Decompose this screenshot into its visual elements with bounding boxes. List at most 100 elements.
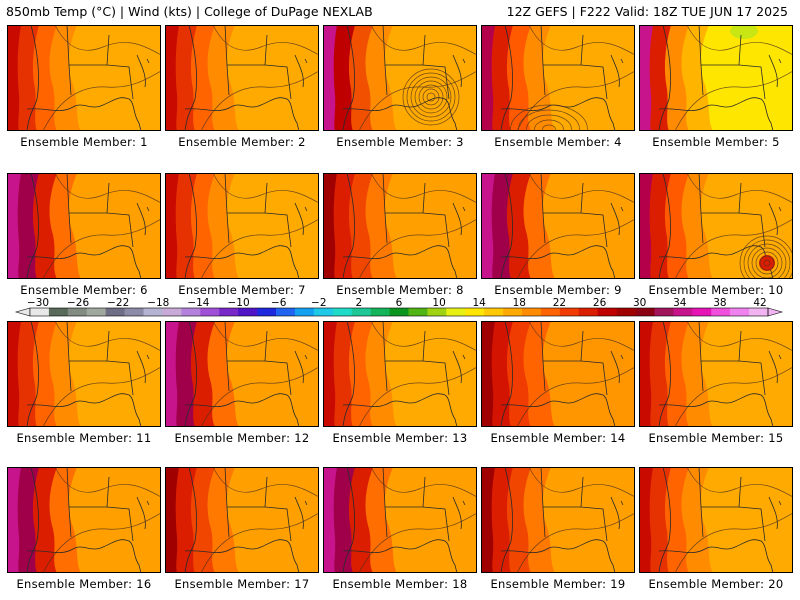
colorbar-swatch bbox=[276, 308, 296, 316]
colorbar-tick-label: 18 bbox=[513, 297, 526, 309]
colorbar-tick-label: 26 bbox=[593, 297, 607, 309]
colorbar-swatch bbox=[749, 308, 769, 316]
colorbar-swatch bbox=[313, 308, 334, 316]
ensemble-member-label: Ensemble Member: 10 bbox=[648, 283, 784, 297]
colorbar-swatch bbox=[181, 308, 201, 316]
colorbar-tick-label: −2 bbox=[311, 297, 326, 309]
colorbar-swatch bbox=[86, 308, 106, 316]
ensemble-member-map-8 bbox=[323, 173, 477, 279]
colorbar-swatch bbox=[635, 308, 655, 316]
ensemble-member-map-1 bbox=[7, 25, 161, 131]
colorbar-min-arrow bbox=[14, 307, 31, 317]
ensemble-member-label: Ensemble Member: 4 bbox=[494, 135, 622, 149]
colorbar-swatch bbox=[427, 308, 447, 316]
colorbar-tick-label: 2 bbox=[356, 297, 363, 309]
colorbar-swatch bbox=[578, 308, 598, 316]
ensemble-member-map-13 bbox=[323, 321, 477, 427]
ensemble-member-label: Ensemble Member: 5 bbox=[652, 135, 780, 149]
colorbar-swatch bbox=[711, 308, 731, 316]
ensemble-member-label: Ensemble Member: 8 bbox=[336, 283, 464, 297]
colorbar-tick-label: −6 bbox=[271, 297, 287, 309]
ensemble-member-label: Ensemble Member: 16 bbox=[16, 577, 152, 591]
colorbar-swatch bbox=[257, 308, 277, 316]
colorbar-swatch bbox=[219, 308, 239, 316]
colorbar-swatch bbox=[389, 308, 409, 316]
colorbar-swatch bbox=[446, 308, 466, 316]
ensemble-member-map-15 bbox=[639, 321, 793, 427]
temperature-colorbar: −30 −26 −22 −18 −14 −10 −6 −2 2 6 10 14 18 22 26 30 34 38… bbox=[10, 296, 790, 322]
colorbar-swatch bbox=[105, 308, 125, 316]
ensemble-member-label: Ensemble Member: 1 bbox=[20, 135, 148, 149]
colorbar-swatch bbox=[67, 308, 88, 316]
ensemble-member-map-14 bbox=[481, 321, 635, 427]
colorbar-swatch bbox=[730, 308, 750, 316]
ensemble-member-label: Ensemble Member: 17 bbox=[174, 577, 310, 591]
ensemble-member-label: Ensemble Member: 15 bbox=[648, 431, 784, 445]
colorbar-tick-label: −30 bbox=[27, 297, 49, 309]
ensemble-member-map-5 bbox=[639, 25, 793, 131]
ensemble-member-map-6 bbox=[7, 173, 161, 279]
colorbar-swatch bbox=[143, 308, 163, 316]
ensemble-member-map-4 bbox=[481, 25, 635, 131]
ensemble-member-label: Ensemble Member: 12 bbox=[174, 431, 310, 445]
product-title: 850mb Temp (°C) | Wind (kts) | College o… bbox=[6, 4, 373, 19]
colorbar-swatch bbox=[484, 308, 504, 316]
ensemble-member-map-17 bbox=[165, 467, 319, 573]
colorbar-swatch bbox=[503, 308, 523, 316]
colorbar-tick-label: 10 bbox=[432, 297, 445, 309]
ensemble-member-map-12 bbox=[165, 321, 319, 427]
colorbar-swatch bbox=[238, 308, 258, 316]
map-header: 850mb Temp (°C) | Wind (kts) | College o… bbox=[0, 0, 800, 22]
ensemble-member-map-2 bbox=[165, 25, 319, 131]
ensemble-member-label: Ensemble Member: 19 bbox=[490, 577, 626, 591]
colorbar-tick-label: 42 bbox=[753, 297, 766, 309]
colorbar-swatch bbox=[200, 308, 220, 316]
colorbar-swatch bbox=[30, 308, 50, 316]
colorbar-swatch bbox=[162, 308, 182, 316]
colorbar-swatch bbox=[465, 308, 485, 316]
ensemble-member-label: Ensemble Member: 9 bbox=[494, 283, 622, 297]
colorbar-swatch bbox=[616, 308, 636, 316]
colorbar-tick-label: −22 bbox=[107, 297, 129, 309]
colorbar-swatch bbox=[408, 308, 428, 316]
colorbar-max-arrow bbox=[767, 307, 784, 317]
colorbar-swatch bbox=[48, 308, 69, 316]
ensemble-member-map-7 bbox=[165, 173, 319, 279]
colorbar-tick-label: −10 bbox=[228, 297, 250, 309]
colorbar-tick-label: −18 bbox=[147, 297, 169, 309]
ensemble-member-map-16 bbox=[7, 467, 161, 573]
ensemble-member-map-10 bbox=[639, 173, 793, 279]
colorbar-swatch bbox=[522, 308, 542, 316]
colorbar-swatch bbox=[294, 308, 315, 316]
colorbar-swatch bbox=[559, 308, 580, 316]
colorbar-tick-label: 30 bbox=[633, 297, 646, 309]
ensemble-member-label: Ensemble Member: 18 bbox=[332, 577, 468, 591]
ensemble-member-label: Ensemble Member: 7 bbox=[178, 283, 306, 297]
ensemble-member-map-20 bbox=[639, 467, 793, 573]
colorbar-swatch bbox=[332, 308, 352, 316]
colorbar-swatch bbox=[370, 308, 390, 316]
ensemble-member-label: Ensemble Member: 2 bbox=[178, 135, 306, 149]
colorbar-tick-label: −26 bbox=[67, 297, 89, 309]
ensemble-member-map-19 bbox=[481, 467, 635, 573]
run-valid-time: 12Z GEFS | F222 Valid: 18Z TUE JUN 17 20… bbox=[506, 4, 788, 19]
ensemble-member-label: Ensemble Member: 11 bbox=[16, 431, 152, 445]
ensemble-member-label: Ensemble Member: 20 bbox=[648, 577, 784, 591]
colorbar-tick-label: 6 bbox=[396, 297, 403, 309]
colorbar-swatch bbox=[124, 308, 144, 316]
colorbar-tick-label: 34 bbox=[673, 297, 687, 309]
colorbar-swatch bbox=[351, 308, 371, 316]
ensemble-member-label: Ensemble Member: 13 bbox=[332, 431, 468, 445]
colorbar-swatch bbox=[597, 308, 617, 316]
colorbar-tick-label: 38 bbox=[713, 297, 726, 309]
ensemble-member-label: Ensemble Member: 3 bbox=[336, 135, 464, 149]
colorbar-tick-label: 14 bbox=[473, 297, 487, 309]
ensemble-member-map-3 bbox=[323, 25, 477, 131]
ensemble-member-label: Ensemble Member: 6 bbox=[20, 283, 148, 297]
colorbar-swatch bbox=[540, 308, 561, 316]
colorbar-tick-label: 22 bbox=[553, 297, 566, 309]
colorbar-swatch bbox=[654, 308, 674, 316]
colorbar-swatch bbox=[692, 308, 712, 316]
colorbar-tick-label: −14 bbox=[187, 297, 209, 309]
ensemble-member-map-9 bbox=[481, 173, 635, 279]
